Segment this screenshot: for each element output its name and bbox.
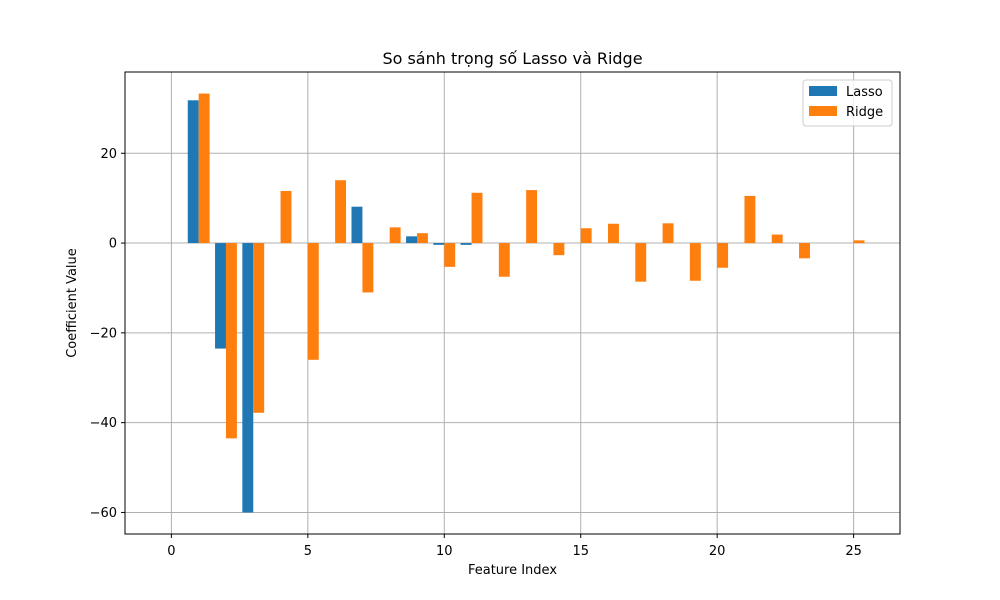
x-tick-label: 5 <box>304 544 312 559</box>
legend: Lasso Ridge <box>802 79 893 127</box>
bar-ridge <box>253 243 265 413</box>
y-tick-label: 20 <box>100 147 117 162</box>
bar-lasso <box>187 100 199 244</box>
bar-ridge <box>198 93 210 244</box>
bar-lasso <box>242 243 254 513</box>
bar-ridge <box>662 223 674 244</box>
x-axis-title: Feature Index <box>468 563 557 578</box>
bar-ridge <box>416 233 428 244</box>
bar-ridge <box>608 223 619 244</box>
bar-ridge <box>444 243 456 267</box>
legend-swatch-ridge <box>809 106 837 116</box>
bar-ridge <box>799 243 810 259</box>
bar-ridge <box>362 243 374 293</box>
legend-label-ridge: Ridge <box>846 105 883 120</box>
bar-lasso <box>215 243 226 349</box>
legend-label-lasso: Lasso <box>846 85 883 100</box>
bar-lasso <box>406 236 417 244</box>
bar-ridge <box>389 227 401 244</box>
bar-ridge <box>553 243 565 256</box>
plot-frame <box>124 71 901 535</box>
bar-lasso <box>351 206 363 244</box>
ticks: 0 5 10 15 20 25 −60 −40 −20 0 20 <box>90 147 862 559</box>
bar-ridge <box>225 243 237 439</box>
y-axis-title: Coefficient Value <box>65 248 80 358</box>
bar-ridge <box>580 228 592 244</box>
bar-ridge <box>744 195 756 244</box>
bar-lasso <box>433 243 445 245</box>
bar-ridge <box>853 240 865 244</box>
bar-ridge <box>335 180 347 244</box>
chart-title: So sánh trọng số Lasso và Ridge <box>382 49 642 68</box>
y-tick-label: 0 <box>109 237 117 252</box>
y-tick-label: −40 <box>90 416 117 431</box>
bar-ridge <box>689 243 701 281</box>
bar-ridge <box>717 243 729 268</box>
y-tick-label: −20 <box>90 326 117 341</box>
x-tick-label: 20 <box>709 544 726 559</box>
bars <box>187 93 865 513</box>
bar-ridge <box>498 243 510 277</box>
x-tick-label: 25 <box>845 544 862 559</box>
bar-ridge <box>635 243 647 282</box>
x-tick-label: 15 <box>572 544 589 559</box>
x-tick-label: 0 <box>167 544 175 559</box>
bar-ridge <box>307 243 319 360</box>
bar-ridge <box>771 234 783 244</box>
legend-swatch-lasso <box>809 86 837 96</box>
y-tick-label: −60 <box>90 506 117 521</box>
bar-ridge <box>526 190 538 244</box>
bar-ridge <box>471 192 483 244</box>
x-tick-label: 10 <box>436 544 453 559</box>
bar-lasso <box>460 243 472 245</box>
bar-ridge <box>280 190 292 244</box>
